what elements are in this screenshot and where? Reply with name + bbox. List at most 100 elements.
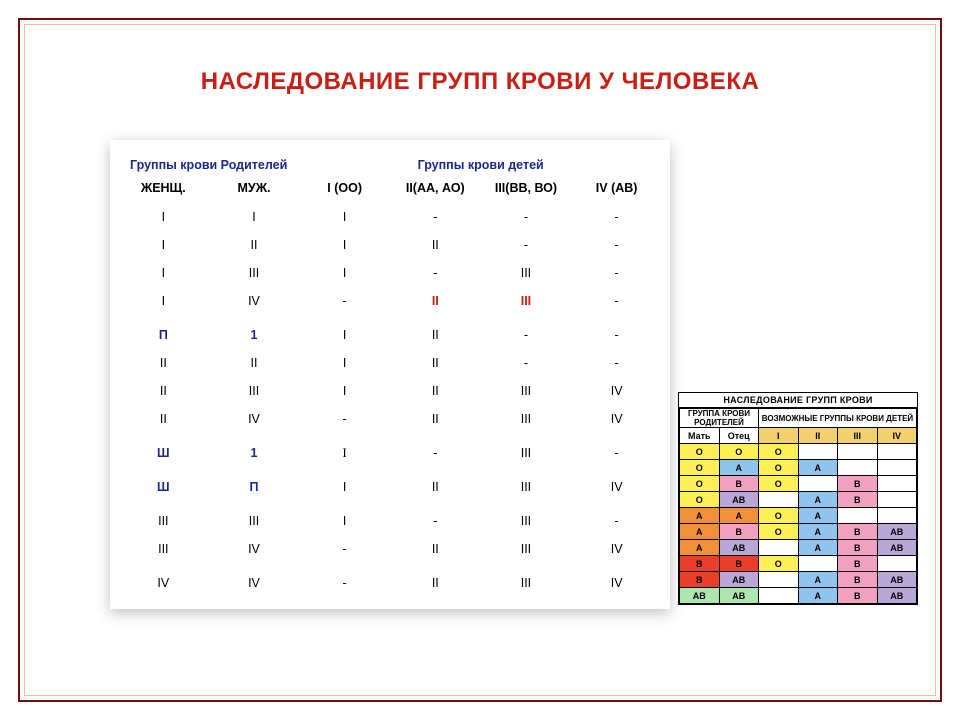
table-cell: III (481, 405, 572, 433)
column-header: II(АА, АО) (390, 178, 481, 203)
table-row: IIV-IIIII- (118, 287, 662, 315)
table-cell: I (299, 203, 390, 231)
table-row: ШПIIIIIIIV (118, 473, 662, 501)
table-row: IIIIIII-III- (118, 507, 662, 535)
table-cell: II (118, 405, 209, 433)
table-cell: - (481, 321, 572, 349)
table-cell: IV (571, 377, 662, 405)
side-child-cell: В (838, 572, 878, 588)
table-cell: III (118, 507, 209, 535)
table-cell: П (118, 321, 209, 349)
side-child-col: I (759, 428, 799, 444)
side-parent-cell: В (719, 556, 759, 572)
side-row: ААОА (680, 508, 917, 524)
side-child-cell: АВ (877, 524, 917, 540)
side-child-cell: В (838, 588, 878, 604)
side-row: АВАВАВАВ (680, 588, 917, 604)
side-parent-col: Отец (719, 428, 759, 444)
table-cell: 1 (209, 439, 300, 467)
table-cell: III (481, 569, 572, 597)
table-cell: II (390, 349, 481, 377)
side-parent-cell: О (680, 476, 720, 492)
table-cell: II (209, 349, 300, 377)
side-child-cell (877, 508, 917, 524)
table-cell: II (209, 231, 300, 259)
table-cell: IV (209, 405, 300, 433)
table-cell: III (481, 377, 572, 405)
table-cell: II (390, 535, 481, 563)
table-cell: - (299, 569, 390, 597)
table-cell: IV (209, 287, 300, 315)
column-header: I (ОО) (299, 178, 390, 203)
table-cell: - (390, 259, 481, 287)
table-cell: IV (209, 569, 300, 597)
side-child-cell: А (798, 492, 838, 508)
table-cell: - (571, 259, 662, 287)
side-child-cell (838, 460, 878, 476)
side-parent-cell: В (719, 476, 759, 492)
side-row: АВОАВАВ (680, 524, 917, 540)
table-cell: IV (571, 535, 662, 563)
table-cell: I (299, 231, 390, 259)
table-cell: II (390, 321, 481, 349)
side-parent-cell: А (719, 508, 759, 524)
side-child-cell: В (838, 492, 878, 508)
side-row: ААВАВАВ (680, 540, 917, 556)
table-cell: IV (571, 473, 662, 501)
table-row: П1III-- (118, 321, 662, 349)
table-cell: III (209, 259, 300, 287)
column-header: МУЖ. (209, 178, 300, 203)
table-cell: II (118, 349, 209, 377)
side-child-cell: О (759, 460, 799, 476)
table-cell: - (390, 203, 481, 231)
side-child-cell (759, 540, 799, 556)
table-cell: I (118, 203, 209, 231)
table-cell: II (390, 405, 481, 433)
table-cell: - (571, 231, 662, 259)
side-child-cell: О (759, 524, 799, 540)
side-row: ООО (680, 444, 917, 460)
side-child-cell: АВ (877, 588, 917, 604)
side-child-cell: О (759, 556, 799, 572)
side-child-cell (759, 492, 799, 508)
main-table-container: Группы крови Родителей Группы крови дете… (110, 140, 670, 609)
table-cell: I (299, 321, 390, 349)
side-parent-cell: А (680, 508, 720, 524)
table-cell: IV (571, 405, 662, 433)
side-parent-col: Мать (680, 428, 720, 444)
side-child-cell (838, 508, 878, 524)
table-cell: II (118, 377, 209, 405)
side-parent-cell: А (680, 540, 720, 556)
side-row: ОВОВ (680, 476, 917, 492)
side-parent-cell: АВ (680, 588, 720, 604)
side-child-col: III (838, 428, 878, 444)
side-child-cell: В (838, 556, 878, 572)
table-cell: III (481, 259, 572, 287)
side-title: НАСЛЕДОВАНИЕ ГРУПП КРОВИ (679, 393, 917, 408)
side-row: ОАОА (680, 460, 917, 476)
side-child-cell (877, 492, 917, 508)
table-cell: 1 (209, 321, 300, 349)
table-row: IIIIIIIIIIIIV (118, 377, 662, 405)
table-cell: - (481, 349, 572, 377)
table-row: Ш1I-III- (118, 439, 662, 467)
side-parent-cell: А (680, 524, 720, 540)
column-header: IV (АВ) (571, 178, 662, 203)
side-child-cell: О (759, 444, 799, 460)
table-cell: III (209, 507, 300, 535)
side-row: ВВОВ (680, 556, 917, 572)
side-parent-cell: АВ (719, 572, 759, 588)
table-cell: III (209, 377, 300, 405)
side-child-cell: А (798, 540, 838, 556)
side-child-col: II (798, 428, 838, 444)
table-cell: - (481, 231, 572, 259)
side-child-cell: В (838, 524, 878, 540)
side-child-cell: О (759, 508, 799, 524)
slide-frame: НАСЛЕДОВАНИЕ ГРУПП КРОВИ У ЧЕЛОВЕКА Груп… (18, 18, 942, 702)
table-cell: - (571, 287, 662, 315)
column-header: III(ВВ, ВО) (481, 178, 572, 203)
table-cell: Ш (118, 439, 209, 467)
table-cell: II (390, 287, 481, 315)
table-cell: I (299, 439, 390, 467)
side-child-cell (877, 444, 917, 460)
